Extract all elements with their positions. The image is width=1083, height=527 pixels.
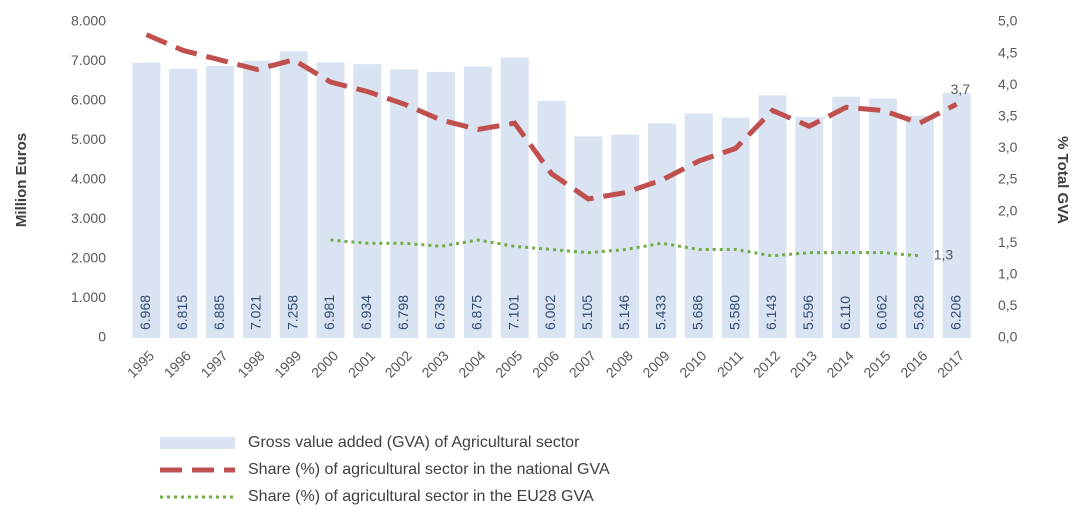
y-axis-title: Million Euros <box>13 133 30 227</box>
x-tick-label: 2012 <box>750 347 783 380</box>
x-tick-label: 1999 <box>271 347 304 380</box>
y2-tick-label: 2,0 <box>998 202 1018 218</box>
bar-value-label: 6.206 <box>947 295 963 330</box>
x-tick-label: 2015 <box>860 347 893 380</box>
bar <box>611 134 640 338</box>
x-tick-label: 1998 <box>234 347 267 380</box>
x-tick-label: 2005 <box>492 347 525 380</box>
line <box>145 32 958 202</box>
x-tick-label: 2016 <box>897 347 930 380</box>
y2-tick-label: 3,5 <box>998 108 1018 124</box>
y2-tick-label: 4,0 <box>998 76 1018 92</box>
x-tick-label: 2014 <box>824 347 857 380</box>
x-tick-label: 2010 <box>676 347 709 380</box>
bar <box>500 57 529 338</box>
bar-value-label: 6.736 <box>432 295 448 330</box>
line <box>330 238 920 258</box>
y2-tick-label: 2,5 <box>998 171 1018 187</box>
x-tick-label: 2003 <box>418 347 451 380</box>
x-tick-label: 2017 <box>934 347 967 380</box>
legend-label: Share (%) of agricultural sector in the … <box>248 461 610 478</box>
x-tick-label: 2001 <box>345 347 378 380</box>
y2-tick-label: 5,0 <box>998 13 1018 29</box>
bar <box>942 92 971 338</box>
legend-swatch <box>160 437 235 449</box>
bar-value-label: 5.146 <box>616 295 632 330</box>
x-tick-label: 2013 <box>787 347 820 380</box>
bar-value-label: 6.968 <box>137 295 153 330</box>
bar-value-label: 5.580 <box>726 295 742 330</box>
bar-value-label: 6.002 <box>542 295 558 330</box>
x-tick-label: 2004 <box>455 347 488 380</box>
bar-value-label: 6.885 <box>211 295 227 330</box>
x-tick-label: 1995 <box>124 347 157 380</box>
bar-value-label: 6.798 <box>395 295 411 330</box>
y-tick-label: 1.000 <box>71 289 106 305</box>
bar <box>795 116 824 338</box>
bar <box>132 62 161 338</box>
bar-value-label: 6.875 <box>469 295 485 330</box>
bar-value-label: 6.062 <box>874 295 890 330</box>
y2-tick-label: 1,5 <box>998 234 1018 250</box>
bar-value-label: 6.110 <box>837 296 853 330</box>
bar <box>721 117 750 338</box>
x-tick-label: 2008 <box>603 347 636 380</box>
y-tick-label: 4.000 <box>71 171 106 187</box>
bar <box>463 66 492 338</box>
bar-value-label: 6.815 <box>174 295 190 330</box>
bar-value-label: 7.021 <box>248 295 264 330</box>
bar <box>169 68 198 339</box>
bar-value-label: 6.981 <box>321 295 337 330</box>
legend-label: Gross value added (GVA) of Agricultural … <box>248 434 580 451</box>
y2-tick-label: 3,0 <box>998 139 1018 155</box>
bar-value-label: 7.101 <box>505 295 521 330</box>
x-tick-label: 2000 <box>308 347 341 380</box>
bar-value-label: 5.628 <box>910 295 926 330</box>
y2-tick-label: 0,5 <box>998 297 1018 313</box>
y-tick-label: 5.000 <box>71 131 106 147</box>
x-tick-label: 2011 <box>714 347 747 380</box>
bar-value-label: 5.105 <box>579 295 595 330</box>
bar <box>758 95 787 338</box>
bar <box>832 96 861 338</box>
y-tick-label: 2.000 <box>71 250 106 266</box>
legend-label: Share (%) of agricultural sector in the … <box>248 488 594 505</box>
bar-value-label: 7.258 <box>284 295 300 330</box>
bar <box>905 115 934 338</box>
bar <box>316 62 345 339</box>
bar <box>647 123 676 338</box>
bar <box>868 98 897 339</box>
y2-axis-title: % Total GVA <box>1054 136 1071 224</box>
bar <box>242 60 271 338</box>
y-tick-label: 8.000 <box>71 13 106 29</box>
y-tick-label: 0 <box>98 329 106 345</box>
x-tick-label: 2009 <box>639 347 672 380</box>
line-value-label: 3,7 <box>951 81 971 97</box>
x-tick-label: 2006 <box>529 347 562 380</box>
y2-tick-label: 4,5 <box>998 44 1018 60</box>
bar <box>537 100 566 339</box>
bar <box>574 136 603 338</box>
x-tick-label: 2002 <box>382 347 415 380</box>
y2-tick-label: 0,0 <box>998 329 1018 345</box>
y2-tick-label: 1,0 <box>998 266 1018 282</box>
line-value-label: 1,3 <box>934 247 954 263</box>
bar-value-label: 5.686 <box>690 295 706 330</box>
x-tick-label: 2007 <box>566 347 599 380</box>
bar <box>206 66 235 338</box>
x-tick-label: 1996 <box>161 347 194 380</box>
bar <box>684 113 713 338</box>
y-tick-label: 6.000 <box>71 92 106 108</box>
bar-value-label: 6.143 <box>763 295 779 330</box>
y-tick-label: 3.000 <box>71 210 106 226</box>
bar <box>390 69 419 338</box>
bar-value-label: 5.433 <box>653 295 669 330</box>
bar <box>279 51 308 339</box>
x-tick-label: 1997 <box>197 347 230 380</box>
bar-value-label: 6.934 <box>358 295 374 330</box>
bar-value-label: 5.596 <box>800 295 816 330</box>
bar <box>353 64 382 339</box>
y-tick-label: 7.000 <box>71 52 106 68</box>
